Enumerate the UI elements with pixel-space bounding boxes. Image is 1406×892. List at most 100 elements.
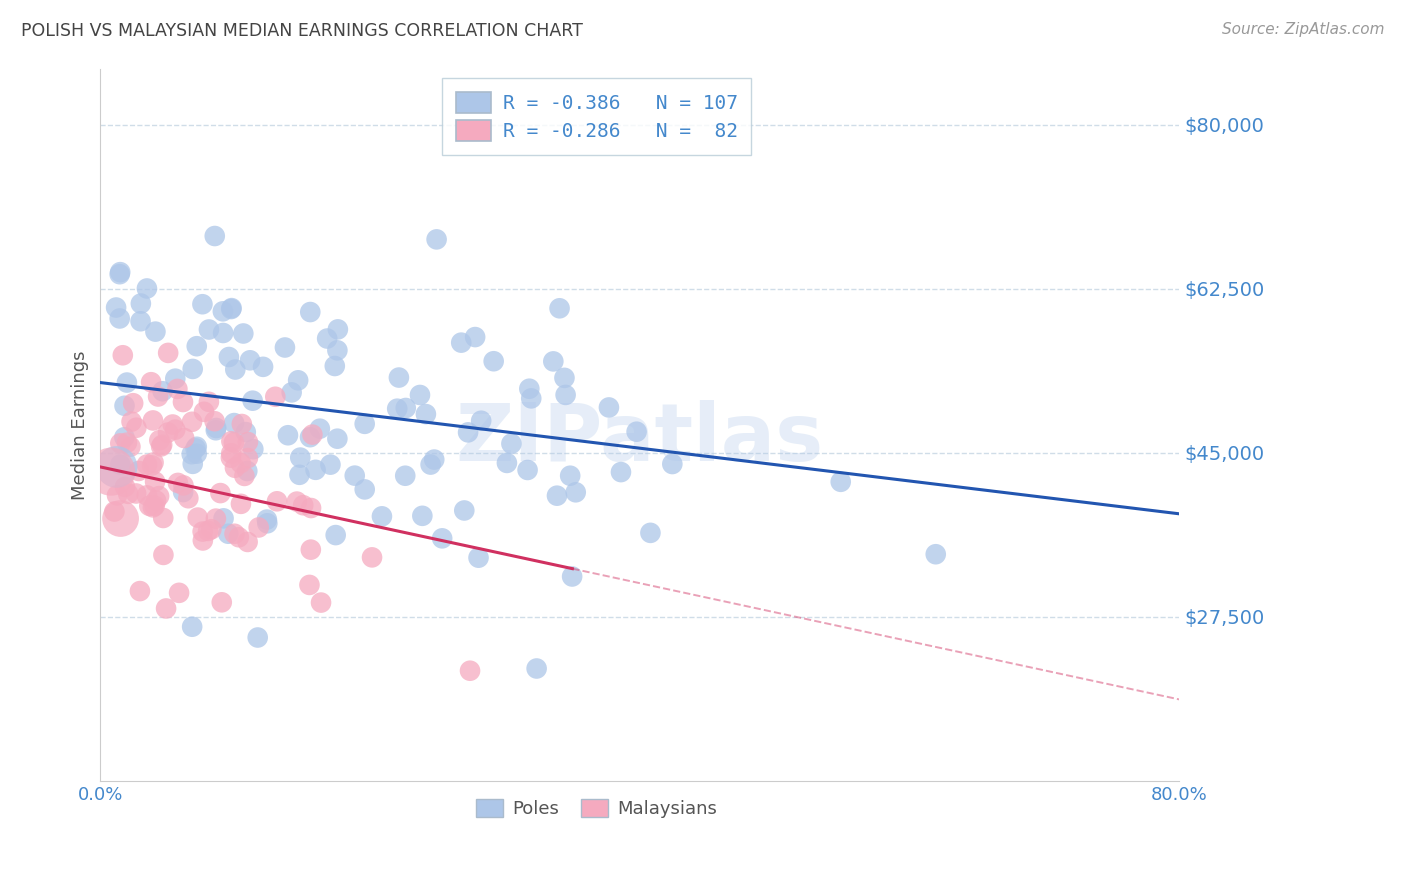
Point bbox=[232, 326, 254, 341]
Point bbox=[115, 376, 138, 390]
Point bbox=[110, 458, 132, 472]
Point bbox=[193, 405, 215, 419]
Point bbox=[157, 346, 180, 360]
Point bbox=[501, 436, 523, 450]
Point bbox=[236, 435, 259, 450]
Point bbox=[450, 335, 472, 350]
Point bbox=[205, 511, 228, 525]
Point bbox=[143, 475, 166, 489]
Point bbox=[150, 438, 173, 452]
Point bbox=[285, 494, 308, 508]
Point bbox=[181, 620, 204, 634]
Point bbox=[256, 516, 278, 531]
Point bbox=[165, 372, 187, 386]
Point bbox=[233, 469, 256, 483]
Point bbox=[129, 584, 152, 599]
Point bbox=[280, 385, 302, 400]
Point bbox=[129, 314, 152, 328]
Point bbox=[181, 415, 204, 429]
Point bbox=[325, 528, 347, 542]
Point bbox=[212, 511, 235, 525]
Point bbox=[316, 332, 339, 346]
Point bbox=[110, 511, 132, 525]
Point bbox=[426, 232, 449, 246]
Point bbox=[301, 427, 323, 442]
Point bbox=[353, 483, 375, 497]
Point bbox=[242, 442, 264, 457]
Point bbox=[319, 458, 342, 472]
Text: Source: ZipAtlas.com: Source: ZipAtlas.com bbox=[1222, 22, 1385, 37]
Point bbox=[610, 465, 633, 479]
Point bbox=[236, 451, 259, 466]
Point bbox=[198, 394, 221, 409]
Point bbox=[172, 485, 194, 500]
Point bbox=[361, 550, 384, 565]
Point bbox=[172, 395, 194, 409]
Point bbox=[212, 304, 235, 318]
Point bbox=[142, 413, 165, 427]
Point bbox=[145, 493, 167, 508]
Point bbox=[136, 281, 159, 295]
Point bbox=[387, 401, 409, 416]
Point bbox=[146, 390, 169, 404]
Point bbox=[526, 661, 548, 675]
Point bbox=[152, 511, 174, 525]
Point bbox=[326, 343, 349, 358]
Point bbox=[128, 464, 150, 478]
Point bbox=[221, 301, 243, 315]
Point bbox=[277, 428, 299, 442]
Point bbox=[222, 435, 245, 450]
Point bbox=[236, 464, 259, 478]
Point bbox=[309, 596, 332, 610]
Point bbox=[287, 373, 309, 387]
Point bbox=[141, 458, 163, 473]
Point bbox=[252, 359, 274, 374]
Point bbox=[129, 296, 152, 310]
Point bbox=[173, 431, 195, 445]
Point bbox=[415, 407, 437, 421]
Point bbox=[640, 525, 662, 540]
Point bbox=[138, 499, 160, 513]
Point bbox=[114, 399, 136, 413]
Point bbox=[353, 417, 375, 431]
Point bbox=[409, 388, 432, 402]
Point bbox=[288, 467, 311, 482]
Point bbox=[165, 423, 187, 437]
Point bbox=[554, 388, 576, 402]
Y-axis label: Median Earnings: Median Earnings bbox=[72, 350, 89, 500]
Point bbox=[100, 465, 122, 479]
Point bbox=[191, 524, 214, 539]
Point bbox=[186, 440, 208, 454]
Point bbox=[516, 463, 538, 477]
Point bbox=[136, 458, 159, 472]
Point bbox=[266, 494, 288, 508]
Point bbox=[180, 447, 202, 461]
Point bbox=[121, 415, 143, 429]
Point bbox=[626, 425, 648, 439]
Point bbox=[553, 371, 575, 385]
Point bbox=[211, 595, 233, 609]
Point bbox=[125, 486, 148, 500]
Point bbox=[453, 503, 475, 517]
Point bbox=[482, 354, 505, 368]
Point bbox=[235, 425, 257, 439]
Point bbox=[548, 301, 571, 316]
Point bbox=[148, 434, 170, 448]
Point bbox=[264, 390, 287, 404]
Point bbox=[247, 520, 270, 534]
Point bbox=[464, 330, 486, 344]
Point bbox=[430, 532, 453, 546]
Point bbox=[517, 382, 540, 396]
Point bbox=[224, 362, 246, 376]
Point bbox=[298, 578, 321, 592]
Point bbox=[394, 468, 416, 483]
Point bbox=[423, 452, 446, 467]
Point bbox=[156, 425, 179, 440]
Point bbox=[219, 301, 242, 316]
Point bbox=[115, 435, 138, 450]
Point bbox=[139, 375, 162, 389]
Point bbox=[198, 322, 221, 336]
Point bbox=[135, 488, 157, 502]
Point bbox=[150, 439, 173, 453]
Point bbox=[299, 542, 322, 557]
